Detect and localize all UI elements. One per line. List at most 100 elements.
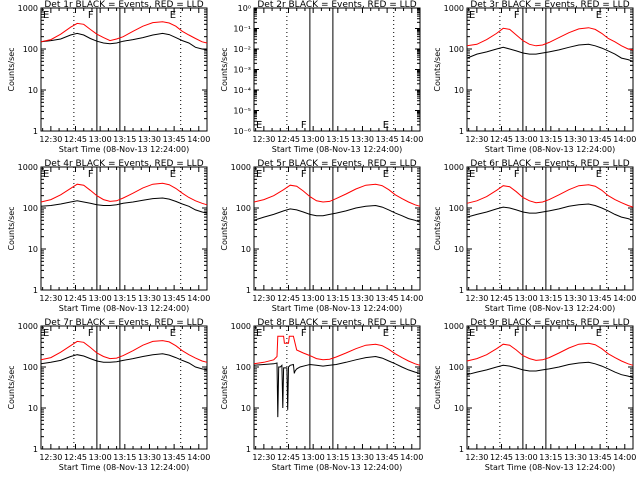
- x-tick-label: 13:00: [89, 135, 112, 144]
- y-tick-label: 10⁻³: [233, 66, 251, 75]
- x-tick-label: 13:15: [113, 135, 136, 144]
- panel-title: Det 6r BLACK = Events, RED = LLD: [470, 159, 629, 169]
- marker-letter: E: [383, 169, 389, 180]
- events-series-line: [466, 203, 634, 221]
- events-series-line: [40, 32, 208, 51]
- marker-letter: E: [256, 169, 262, 180]
- lld-series-line: [40, 340, 208, 363]
- x-tick-label: 13:45: [376, 294, 399, 303]
- marker-letter: E: [383, 120, 389, 131]
- y-tick-label: 1: [459, 445, 464, 454]
- x-tick-label: 12:30: [39, 294, 62, 303]
- y-tick-label: 10: [28, 404, 38, 413]
- y-tick-label: 1: [33, 286, 38, 295]
- marker-letter: E: [469, 10, 475, 21]
- x-tick-label: 12:30: [465, 135, 488, 144]
- x-tick-label: 13:15: [113, 453, 136, 462]
- y-tick-label: 10: [454, 245, 464, 254]
- x-axis-label: Start Time (08-Nov-13 12:24:00): [59, 463, 189, 472]
- x-tick-label: 13:15: [539, 453, 562, 462]
- x-tick-label: 13:30: [351, 294, 374, 303]
- panel-6: Det 6r BLACK = Events, RED = LLD 1 10 100 10…: [433, 159, 636, 313]
- x-tick-label: 13:15: [539, 294, 562, 303]
- marker-letter: E: [43, 328, 49, 339]
- marker-letter: F: [514, 328, 520, 339]
- y-tick-label: 100: [236, 363, 251, 372]
- y-tick-label: 10: [28, 245, 38, 254]
- panel-5: Det 5r BLACK = Events, RED = LLD 1 10 100 10…: [220, 159, 423, 313]
- lld-series-line: [466, 342, 634, 366]
- y-axis-label: Counts/sec: [220, 365, 229, 409]
- x-tick-label: 14:00: [613, 453, 636, 462]
- x-tick-label: 13:45: [163, 135, 186, 144]
- lld-series-line: [466, 27, 634, 51]
- y-axis-label: Counts/sec: [433, 365, 442, 409]
- y-tick-label: 10: [241, 245, 251, 254]
- x-tick-label: 13:15: [326, 453, 349, 462]
- x-axis-label: Start Time (08-Nov-13 12:24:00): [272, 304, 402, 313]
- x-tick-label: 13:30: [564, 294, 587, 303]
- y-tick-label: 10⁻²: [233, 45, 251, 54]
- x-tick-label: 13:30: [351, 453, 374, 462]
- x-tick-label: 13:00: [302, 453, 325, 462]
- marker-letter: E: [596, 10, 602, 21]
- panel-title: Det 3r BLACK = Events, RED = LLD: [470, 0, 629, 10]
- x-axis-label: Start Time (08-Nov-13 12:24:00): [485, 145, 615, 154]
- marker-letter: E: [170, 328, 176, 339]
- y-tick-label: 1000: [231, 322, 251, 331]
- y-tick-label: 1: [459, 127, 464, 136]
- y-tick-label: 1: [246, 286, 251, 295]
- y-tick-label: 10: [241, 404, 251, 413]
- y-axis-label: Counts/sec: [220, 47, 229, 91]
- marker-letter: F: [301, 169, 307, 180]
- x-tick-label: 12:45: [277, 453, 300, 462]
- x-tick-label: 12:30: [465, 453, 488, 462]
- y-tick-label: 10: [454, 86, 464, 95]
- lld-series-line: [40, 182, 208, 206]
- panel-title: Det 8r BLACK = Events, RED = LLD: [257, 318, 416, 328]
- y-tick-label: 100: [23, 363, 38, 372]
- y-tick-label: 100: [23, 45, 38, 54]
- x-tick-label: 13:00: [302, 294, 325, 303]
- plot-frame: [253, 325, 421, 450]
- x-tick-label: 14:00: [400, 135, 423, 144]
- panel-title: Det 7r BLACK = Events, RED = LLD: [44, 318, 203, 328]
- marker-letter: E: [170, 169, 176, 180]
- x-tick-label: 13:30: [138, 453, 161, 462]
- x-axis-label: Start Time (08-Nov-13 12:24:00): [485, 304, 615, 313]
- plot-frame: [466, 325, 634, 450]
- y-tick-label: 1: [33, 445, 38, 454]
- x-tick-label: 13:15: [326, 135, 349, 144]
- y-tick-label: 1000: [18, 163, 38, 172]
- marker-letter: E: [43, 10, 49, 21]
- y-tick-label: 1: [33, 127, 38, 136]
- marker-letter: F: [301, 328, 307, 339]
- x-tick-label: 12:45: [64, 453, 87, 462]
- plot-frame: [253, 7, 421, 132]
- y-tick-label: 10⁻⁵: [233, 107, 251, 116]
- marker-letter: E: [256, 328, 262, 339]
- y-tick-label: 1000: [444, 163, 464, 172]
- marker-letter: F: [514, 169, 520, 180]
- marker-letter: E: [469, 328, 475, 339]
- x-tick-label: 12:45: [490, 294, 513, 303]
- x-tick-label: 13:30: [351, 135, 374, 144]
- marker-letter: E: [170, 10, 176, 21]
- y-tick-label: 10⁻¹: [233, 25, 251, 34]
- marker-letter: E: [383, 328, 389, 339]
- events-series-line: [40, 197, 208, 214]
- x-tick-label: 13:30: [138, 294, 161, 303]
- y-tick-label: 10: [454, 404, 464, 413]
- x-axis-label: Start Time (08-Nov-13 12:24:00): [272, 145, 402, 154]
- x-tick-label: 12:45: [490, 135, 513, 144]
- x-tick-label: 12:45: [277, 294, 300, 303]
- x-tick-label: 13:00: [89, 453, 112, 462]
- x-tick-label: 13:15: [539, 135, 562, 144]
- y-tick-label: 100: [449, 204, 464, 213]
- y-tick-label: 100: [449, 363, 464, 372]
- panel-8: Det 8r BLACK = Events, RED = LLD 1 10 100 10…: [220, 318, 423, 472]
- x-tick-label: 13:00: [515, 294, 538, 303]
- panel-3: Det 3r BLACK = Events, RED = LLD 1 10 100 10…: [433, 0, 636, 154]
- events-series-line: [466, 43, 634, 62]
